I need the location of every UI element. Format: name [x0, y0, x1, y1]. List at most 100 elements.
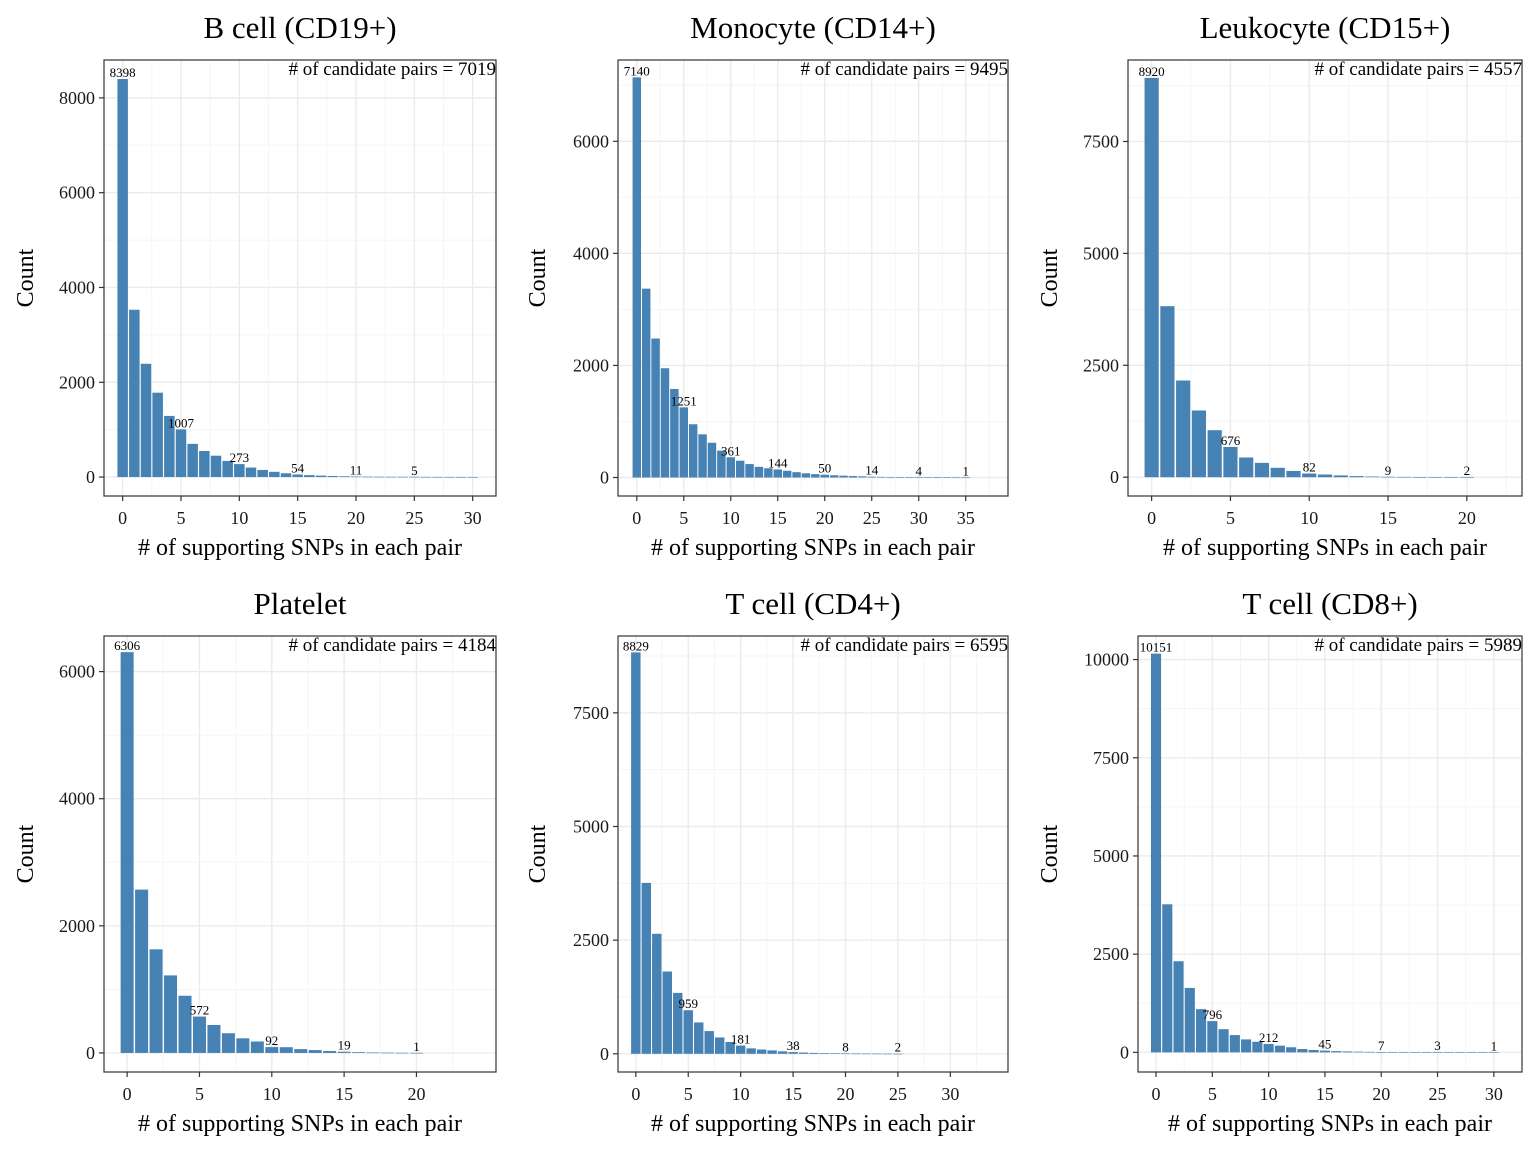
- x-tick-label: 25: [405, 508, 423, 528]
- bar: [1349, 476, 1364, 478]
- bar: [129, 309, 140, 478]
- x-tick-label: 5: [684, 1084, 693, 1104]
- x-tick-label: 15: [1379, 508, 1397, 528]
- bar-value-label: 144: [768, 455, 788, 470]
- bar-value-label: 212: [1259, 1030, 1279, 1045]
- x-tick-label: 10: [230, 508, 248, 528]
- bar: [337, 1051, 351, 1053]
- x-axis-title: # of supporting SNPs in each pair: [1163, 535, 1487, 561]
- candidate-pairs-annotation: # of candidate pairs = 6595: [800, 635, 1008, 656]
- bar: [895, 477, 905, 478]
- y-tick-label: 2000: [573, 355, 609, 375]
- bar: [717, 450, 726, 478]
- candidate-pairs-annotation: # of candidate pairs = 9495: [800, 59, 1008, 80]
- bar: [882, 1053, 893, 1055]
- bar: [746, 1048, 756, 1054]
- bar: [1195, 1009, 1207, 1053]
- bar: [840, 1053, 851, 1055]
- bar: [1176, 380, 1191, 478]
- candidate-pairs-annotation: # of candidate pairs = 4557: [1314, 59, 1522, 80]
- x-tick-label: 20: [1372, 1084, 1390, 1104]
- x-tick-label: 0: [123, 1084, 132, 1104]
- bar: [858, 476, 867, 478]
- bar: [914, 477, 923, 478]
- bar: [1421, 1052, 1432, 1053]
- y-tick-label: 0: [86, 467, 95, 487]
- x-axis-title: # of supporting SNPs in each pair: [138, 1111, 462, 1137]
- bar: [1229, 1035, 1240, 1053]
- bar-value-label: 14: [865, 463, 879, 478]
- bar: [192, 1016, 206, 1053]
- x-tick-label: 20: [407, 1084, 425, 1104]
- y-axis-title: Count: [13, 248, 39, 307]
- chart-title: Leukocyte (CD15+): [1200, 10, 1451, 45]
- bar: [1353, 1051, 1364, 1053]
- bar-value-label: 1: [1491, 1038, 1498, 1053]
- bar: [1364, 1051, 1376, 1053]
- bar: [1317, 474, 1333, 478]
- bar-value-label: 11: [350, 463, 363, 478]
- bar: [1342, 1051, 1353, 1053]
- bar: [409, 476, 420, 478]
- bar: [1241, 1039, 1252, 1053]
- bar: [420, 476, 432, 478]
- bar-value-label: 181: [731, 1032, 751, 1047]
- bar: [756, 1049, 767, 1054]
- y-tick-label: 5000: [1093, 846, 1129, 866]
- bar: [777, 1051, 788, 1054]
- bar: [1488, 1052, 1499, 1053]
- bar: [782, 470, 792, 478]
- y-tick-label: 5000: [1083, 243, 1119, 263]
- x-axis-title: # of supporting SNPs in each pair: [651, 1111, 975, 1137]
- bar: [221, 1033, 235, 1053]
- bar: [905, 477, 914, 478]
- bar: [250, 1041, 264, 1053]
- bar: [923, 477, 933, 478]
- bar: [210, 455, 222, 478]
- bar: [735, 1045, 746, 1054]
- bar: [754, 466, 764, 478]
- y-axis-title: Count: [1037, 248, 1063, 307]
- bar: [673, 992, 683, 1054]
- bar: [1302, 473, 1317, 478]
- bar: [1218, 1029, 1229, 1053]
- bar: [652, 933, 662, 1054]
- bar: [764, 468, 773, 478]
- bar: [236, 1038, 250, 1053]
- bar-value-label: 7140: [624, 63, 650, 78]
- x-tick-label: 10: [263, 1084, 281, 1104]
- x-tick-label: 30: [910, 508, 928, 528]
- bar-value-label: 19: [338, 1038, 351, 1053]
- bar: [1331, 1051, 1342, 1053]
- bar-value-label: 50: [818, 461, 831, 476]
- bar: [444, 476, 455, 478]
- plot-border: [617, 635, 1009, 1073]
- bar-value-label: 6306: [114, 638, 141, 653]
- x-tick-label: 0: [631, 1084, 640, 1104]
- bar: [839, 475, 848, 478]
- bar: [788, 1052, 798, 1054]
- bar: [861, 1053, 872, 1055]
- y-tick-label: 2500: [573, 930, 609, 950]
- y-tick-label: 6000: [59, 662, 95, 682]
- bar: [767, 1050, 777, 1054]
- plot-border: [103, 59, 497, 497]
- bar: [280, 473, 292, 478]
- bar-value-label: 2: [1464, 463, 1471, 478]
- y-tick-label: 2000: [59, 372, 95, 392]
- bar: [704, 1031, 714, 1054]
- bar: [164, 415, 175, 478]
- bar: [1443, 1052, 1454, 1053]
- bar: [811, 474, 820, 478]
- bar: [933, 477, 942, 478]
- bar: [848, 476, 858, 478]
- x-tick-label: 15: [769, 508, 787, 528]
- bar-value-label: 82: [1303, 460, 1316, 475]
- bar: [178, 995, 192, 1053]
- bar: [432, 476, 443, 478]
- y-tick-label: 4000: [59, 789, 95, 809]
- bar: [1398, 1052, 1409, 1053]
